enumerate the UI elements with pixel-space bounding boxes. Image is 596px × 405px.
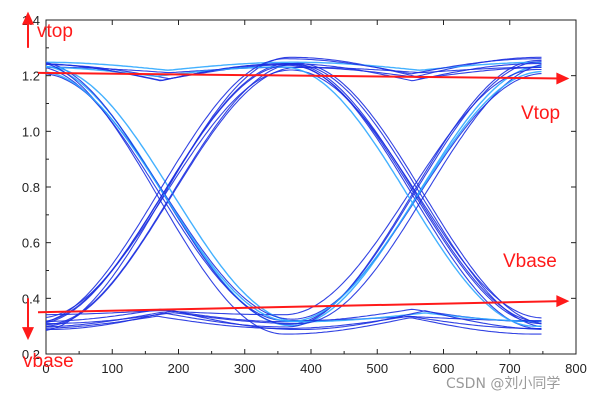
eye-trace <box>45 65 542 327</box>
eye-trace <box>45 63 542 330</box>
eye-trace <box>45 66 542 327</box>
y-tick-label: 1.2 <box>22 69 40 84</box>
eye-trace <box>45 56 542 331</box>
eye-trace <box>45 58 542 323</box>
vbase-arrowhead <box>556 295 570 308</box>
x-tick-label: 600 <box>433 361 455 376</box>
eye-trace <box>45 70 542 322</box>
x-tick-label: 800 <box>565 361 587 376</box>
eye-trace <box>45 315 542 330</box>
eye-trace <box>45 62 542 335</box>
eye-trace <box>46 68 542 316</box>
axes: 0 100 200 300 400 500 600 700 800 0.2 0.4 0.6 0.8 1.0… <box>22 13 587 376</box>
eye-trace <box>45 69 542 319</box>
x-tick-label: 700 <box>499 361 521 376</box>
x-tick-label: 400 <box>300 361 322 376</box>
eye-trace <box>46 66 542 74</box>
x-tick-label: 300 <box>234 361 256 376</box>
eye-trace <box>45 66 542 327</box>
eye-trace <box>46 64 542 325</box>
watermark: CSDN @刘小同学 <box>446 376 560 392</box>
y-tick-label: 1.0 <box>22 124 40 139</box>
annotation-vtop-right: Vtop <box>521 103 560 124</box>
eye-trace <box>45 64 542 325</box>
x-tick-label: 0 <box>42 361 49 376</box>
annotation-vbase-left: vbase <box>23 351 74 372</box>
eye-trace <box>46 63 542 328</box>
eye-traces <box>45 56 542 335</box>
vtop-up-arrowhead <box>22 11 34 25</box>
x-tick-label: 100 <box>101 361 123 376</box>
annotations <box>22 11 570 341</box>
annotation-vbase-right: Vbase <box>503 251 557 272</box>
eye-trace <box>46 62 542 326</box>
y-tick-label: 0.8 <box>22 180 40 195</box>
vtop-arrowhead <box>556 72 570 85</box>
eye-trace <box>45 61 542 325</box>
vbase-reference-line <box>37 300 562 314</box>
annotation-vtop-left: vtop <box>37 21 73 42</box>
vtop-reference-line <box>37 71 562 80</box>
eye-trace <box>45 61 542 71</box>
y-tick-label: 0.4 <box>22 291 40 306</box>
y-tick-label: 0.2 <box>22 347 40 362</box>
vbase-down-arrowhead <box>22 327 34 341</box>
eye-trace <box>45 59 542 328</box>
y-tick-label: 0.6 <box>22 236 40 251</box>
x-tick-label: 500 <box>366 361 388 376</box>
x-tick-label: 200 <box>168 361 190 376</box>
